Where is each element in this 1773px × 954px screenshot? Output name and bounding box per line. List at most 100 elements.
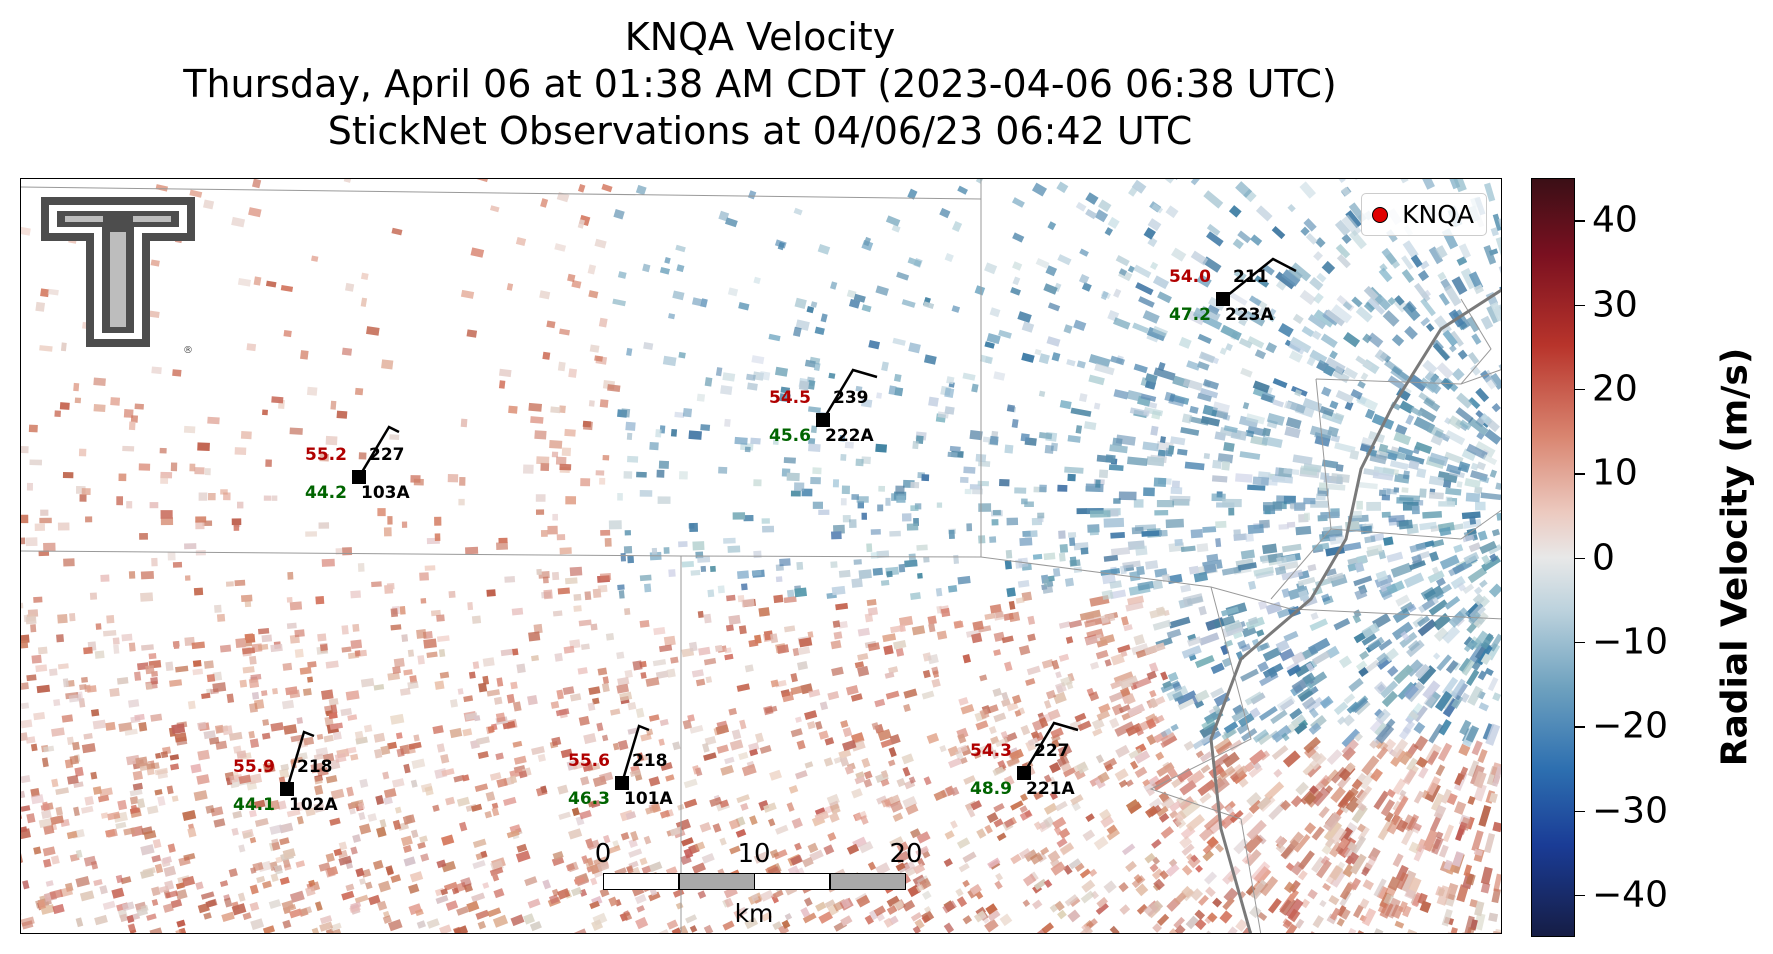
radar-gate bbox=[1428, 491, 1444, 500]
radar-gate bbox=[957, 575, 971, 585]
radar-gate bbox=[835, 602, 849, 611]
radar-gate bbox=[901, 299, 916, 308]
radar-gate bbox=[1152, 619, 1172, 631]
radar-gate bbox=[513, 755, 527, 765]
radar-gate bbox=[886, 570, 893, 578]
radar-gate bbox=[652, 658, 667, 667]
radar-gate bbox=[1056, 837, 1068, 848]
radar-gate bbox=[840, 453, 847, 461]
radar-gate bbox=[1039, 484, 1047, 493]
radar-gate bbox=[281, 699, 295, 710]
radar-gate bbox=[1127, 801, 1142, 815]
radar-gate bbox=[1110, 532, 1126, 539]
radar-gate bbox=[49, 889, 64, 900]
radar-gate bbox=[496, 777, 508, 788]
radar-gate bbox=[1476, 431, 1485, 440]
colorbar-tick-label: −10 bbox=[1592, 621, 1668, 663]
radar-gate bbox=[151, 557, 158, 567]
radar-gate bbox=[823, 757, 834, 767]
radar-gate bbox=[1355, 306, 1373, 323]
radar-gate bbox=[160, 751, 169, 759]
radar-gate bbox=[861, 304, 872, 313]
radar-gate bbox=[174, 732, 188, 743]
radar-gate bbox=[902, 899, 916, 912]
radar-gate bbox=[556, 689, 564, 700]
radar-gate bbox=[409, 871, 424, 883]
radar-gate bbox=[838, 569, 851, 578]
radar-gate bbox=[533, 623, 543, 634]
radar-gate bbox=[957, 733, 967, 744]
radar-gate bbox=[283, 724, 298, 735]
radar-gate bbox=[94, 650, 105, 659]
radar-gate bbox=[558, 811, 571, 820]
radar-gate bbox=[231, 903, 247, 916]
radar-gate bbox=[719, 837, 727, 846]
radar-gate bbox=[1041, 658, 1055, 669]
radar-gate bbox=[1302, 763, 1315, 776]
radar-gate bbox=[1000, 730, 1009, 739]
radar-gate bbox=[889, 836, 904, 848]
radar-gate bbox=[162, 856, 172, 864]
radar-gate bbox=[55, 806, 63, 816]
radar-gate bbox=[1325, 865, 1342, 885]
radar-gate bbox=[1194, 909, 1206, 921]
radar-gate bbox=[814, 807, 826, 817]
radar-gate bbox=[1259, 876, 1279, 897]
radar-gate bbox=[818, 730, 829, 740]
radar-gate bbox=[21, 682, 29, 690]
radar-gate bbox=[1295, 781, 1309, 796]
radar-gate bbox=[123, 827, 135, 836]
radar-gate bbox=[424, 786, 434, 796]
radar-gate bbox=[984, 341, 995, 349]
radar-gate bbox=[758, 607, 770, 617]
radar-gate bbox=[1203, 871, 1218, 885]
radar-gate bbox=[715, 724, 730, 735]
radar-gate bbox=[146, 762, 160, 771]
radar-gate bbox=[59, 886, 73, 898]
radar-gate bbox=[1390, 366, 1410, 383]
radar-gate bbox=[1245, 533, 1254, 542]
radar-gate bbox=[1060, 676, 1073, 687]
radar-gate bbox=[1149, 689, 1157, 698]
radar-gate bbox=[203, 660, 214, 669]
radar-gate bbox=[319, 921, 334, 932]
radar-gate bbox=[138, 722, 148, 732]
radar-gate bbox=[1195, 750, 1204, 759]
radar-gate bbox=[1329, 535, 1345, 545]
radar-gate bbox=[1353, 609, 1362, 618]
radar-gate bbox=[1222, 897, 1235, 911]
radar-gate bbox=[1418, 766, 1429, 779]
radar-gate bbox=[38, 818, 52, 828]
radar-gate bbox=[1137, 580, 1154, 591]
radar-gate bbox=[1043, 552, 1056, 561]
radar-gate bbox=[1489, 553, 1498, 563]
radar-gate bbox=[580, 776, 590, 786]
radar-gate bbox=[523, 464, 534, 474]
radar-gate bbox=[175, 665, 189, 673]
radar-gate bbox=[1438, 501, 1456, 507]
radar-gate bbox=[128, 421, 136, 431]
radar-gate bbox=[417, 655, 425, 665]
radar-gate bbox=[471, 892, 486, 903]
radar-gate bbox=[749, 815, 758, 826]
radar-gate bbox=[1347, 841, 1358, 852]
radar-gate bbox=[203, 912, 212, 920]
radar-gate bbox=[175, 882, 185, 890]
radar-gate bbox=[947, 451, 958, 458]
radar-gate bbox=[1131, 526, 1144, 535]
radar-gate bbox=[300, 906, 313, 916]
radar-gate bbox=[830, 561, 838, 569]
radar-gate bbox=[608, 896, 618, 907]
radar-gate bbox=[328, 698, 339, 706]
radar-gate bbox=[1310, 612, 1319, 621]
radar-gate bbox=[864, 613, 874, 623]
radar-gate bbox=[1303, 736, 1321, 754]
radar-gate bbox=[1395, 864, 1409, 882]
radar-gate bbox=[856, 894, 871, 908]
radar-gate bbox=[993, 649, 1002, 657]
radar-gate bbox=[1142, 441, 1159, 452]
radar-gate bbox=[447, 474, 459, 483]
radar-gate bbox=[1419, 377, 1438, 394]
radar-gate bbox=[867, 607, 878, 616]
radar-gate bbox=[1439, 526, 1452, 537]
